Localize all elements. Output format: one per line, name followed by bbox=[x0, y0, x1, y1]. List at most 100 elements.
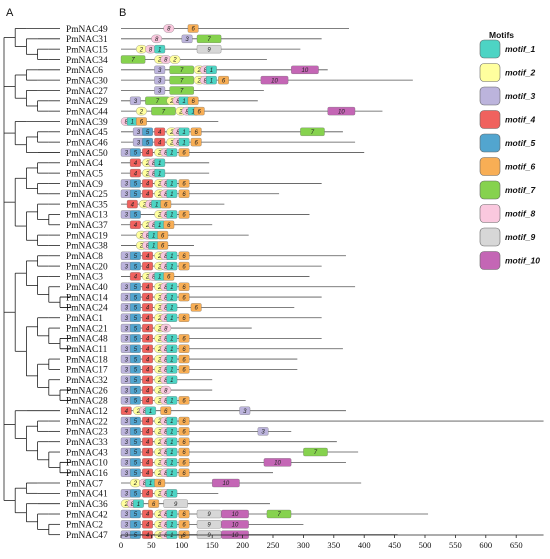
motif-number: 8 bbox=[146, 233, 150, 239]
motif-number: 10 bbox=[232, 512, 239, 518]
motif-number: 8 bbox=[164, 347, 168, 353]
motif-number: 3 bbox=[125, 326, 129, 332]
motif-number: 6 bbox=[152, 502, 156, 508]
motif-number: 6 bbox=[182, 182, 186, 188]
phylogenetic-tree bbox=[3, 28, 72, 536]
motif-number: 2 bbox=[169, 130, 174, 136]
motif-number: 2 bbox=[157, 285, 162, 291]
legend-swatch-8 bbox=[479, 204, 501, 223]
motif-box bbox=[154, 86, 166, 95]
motif-number: 8 bbox=[164, 419, 168, 425]
motif-number: 8 bbox=[164, 264, 168, 270]
motif-box bbox=[142, 447, 153, 457]
motif-number: 4 bbox=[146, 378, 150, 384]
motif-number: 8 bbox=[164, 378, 168, 384]
motif-box bbox=[166, 313, 178, 322]
motif-box bbox=[178, 313, 190, 322]
motif-number: 8 bbox=[164, 306, 168, 312]
motif-number: 7 bbox=[162, 109, 166, 115]
motif-box bbox=[154, 65, 166, 74]
motif-number: 6 bbox=[140, 120, 144, 126]
motif-number: 5 bbox=[146, 130, 150, 136]
motif-box bbox=[129, 354, 141, 364]
motif-number: 8 bbox=[164, 58, 168, 64]
motif-number: 2 bbox=[157, 58, 162, 64]
gene-label: PmNAC50 bbox=[66, 149, 108, 159]
motif-box bbox=[291, 65, 319, 74]
motif-box bbox=[166, 261, 178, 271]
motif-box bbox=[166, 427, 178, 436]
motif-rows: 8 68 3 72 8 1 97 2 8 23 7 2 8 1 103 7 2 8 1 6 103 73 7 2 8 1 62 7 2 8… bbox=[120, 24, 544, 539]
motif-number: 4 bbox=[146, 295, 150, 301]
motif-box bbox=[142, 334, 153, 343]
motif-number: 10 bbox=[232, 523, 239, 529]
gene-label: PmNAC41 bbox=[66, 490, 108, 500]
motif-number: 2 bbox=[157, 295, 162, 301]
motif-number: 2 bbox=[157, 378, 162, 384]
motif-number: 3 bbox=[125, 337, 129, 343]
motif-number: 2 bbox=[157, 192, 162, 198]
motif-number: 8 bbox=[125, 120, 129, 126]
motif-box bbox=[142, 323, 153, 333]
motif-box bbox=[129, 396, 141, 405]
motif-box bbox=[166, 148, 178, 157]
motif-number: 4 bbox=[146, 492, 150, 498]
motif-box bbox=[142, 354, 153, 364]
motif-row: 8 3 7 bbox=[121, 34, 322, 43]
motif-number: 1 bbox=[170, 461, 173, 467]
motif-box bbox=[163, 24, 175, 33]
motif-number: 3 bbox=[125, 285, 129, 291]
motif-box bbox=[178, 447, 190, 457]
gene-label: PmNAC26 bbox=[66, 386, 108, 396]
gene-label: PmNAC22 bbox=[66, 417, 108, 427]
motif-number: 4 bbox=[146, 316, 150, 322]
motif-number: 2 bbox=[157, 316, 162, 322]
motif-number: 3 bbox=[125, 533, 129, 539]
motif-number: 8 bbox=[131, 502, 135, 508]
motif-number: 6 bbox=[182, 254, 186, 260]
motif-box bbox=[303, 447, 328, 457]
motif-number: 4 bbox=[146, 368, 150, 374]
motif-number: 5 bbox=[134, 471, 138, 477]
motif-number: 7 bbox=[311, 130, 315, 136]
motif-number: 5 bbox=[134, 295, 138, 301]
motif-box bbox=[166, 189, 178, 198]
motif-number: 2 bbox=[145, 171, 150, 177]
motif-box bbox=[178, 427, 190, 436]
motif-number: 3 bbox=[125, 264, 129, 270]
motif-number: 8 bbox=[152, 275, 156, 281]
motif-number: 10 bbox=[271, 78, 278, 84]
axis-tick-label: 100 bbox=[175, 540, 188, 550]
gene-label: PmNAC7 bbox=[66, 479, 103, 489]
motif-number: 1 bbox=[210, 78, 213, 84]
axis-tick-label: 200 bbox=[236, 540, 249, 550]
motif-number: 3 bbox=[125, 471, 129, 477]
motif-number: 8 bbox=[176, 99, 180, 105]
motif-number: 3 bbox=[125, 378, 129, 384]
gene-label: PmNAC16 bbox=[66, 469, 108, 479]
motif-number: 2 bbox=[157, 213, 162, 219]
motif-number: 1 bbox=[158, 223, 161, 229]
motif-number: 3 bbox=[243, 409, 247, 415]
motif-box bbox=[129, 437, 141, 446]
motif-number: 4 bbox=[146, 326, 150, 332]
x-axis: 0 50 100 150 200 250 300 350 400 450 500 550 600 650 bbox=[119, 534, 544, 550]
motif-box bbox=[178, 416, 190, 426]
motif-box bbox=[178, 354, 190, 364]
motif-box bbox=[160, 406, 172, 415]
motif-box bbox=[142, 189, 153, 198]
gene-label: PmNAC2 bbox=[66, 521, 103, 531]
motif-box bbox=[136, 106, 147, 116]
motif-number: 1 bbox=[149, 409, 152, 415]
gene-label: PmNAC39 bbox=[66, 118, 108, 128]
motif-number: 8 bbox=[164, 492, 168, 498]
